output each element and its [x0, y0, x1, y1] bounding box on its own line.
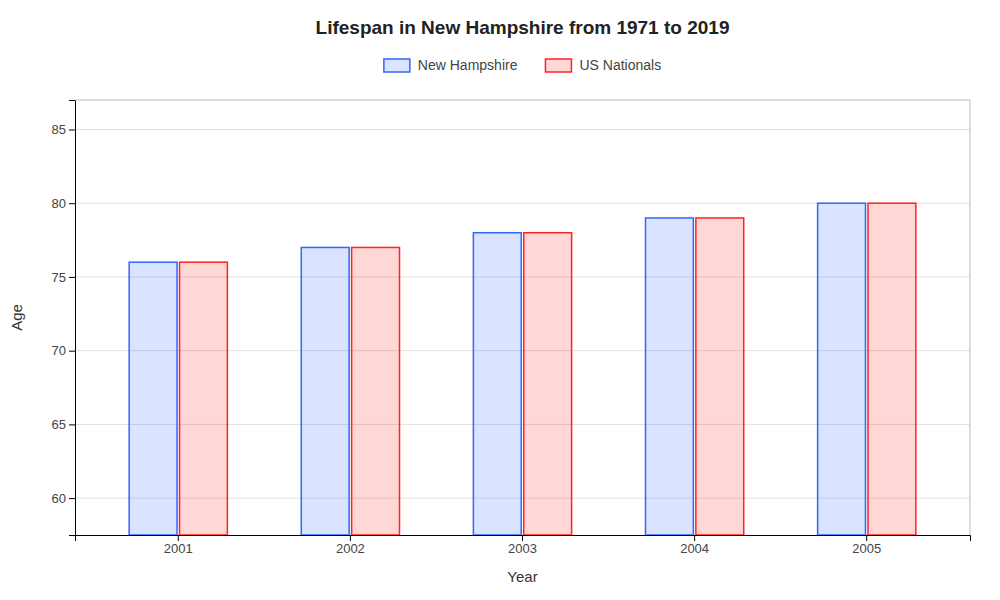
- series: [129, 203, 865, 535]
- tick: 2004: [680, 535, 709, 556]
- tick-mark: [69, 129, 75, 130]
- tick-label: 75: [52, 270, 66, 285]
- bar: [696, 218, 744, 535]
- tick-label: 2004: [680, 541, 709, 556]
- tick-label: 60: [52, 491, 66, 506]
- x-axis-title: Year: [507, 568, 537, 585]
- tick: 2005: [852, 535, 881, 556]
- tick-label: 85: [52, 122, 66, 137]
- bar: [868, 203, 916, 535]
- bars: [129, 203, 916, 535]
- legend-item: US Nationals: [545, 57, 661, 73]
- tick-mark: [694, 535, 695, 541]
- tick-mark: [178, 535, 179, 541]
- tick-label: 2003: [508, 541, 537, 556]
- tick-mark: [866, 535, 867, 541]
- y-axis: 60 65 70 75 80 85: [52, 101, 76, 536]
- title: Lifespan in New Hampshire from 1971 to 2…: [316, 17, 730, 38]
- tick-label: 70: [52, 343, 66, 358]
- legend-label: New Hampshire: [418, 57, 518, 73]
- tick-mark: [69, 424, 75, 425]
- bar: [524, 233, 572, 535]
- plot: 2001 2002 2003 2004 2005 60 65 70 75 80 85: [52, 100, 971, 556]
- tick: 85: [52, 122, 75, 137]
- axis-line: [76, 536, 971, 542]
- legend-swatch: [384, 59, 410, 72]
- bar: [473, 233, 521, 535]
- tick: 60: [52, 491, 75, 506]
- frame: [75, 100, 970, 101]
- tick: 70: [52, 343, 75, 358]
- tick: 2002: [336, 535, 365, 556]
- tick: 2003: [508, 535, 537, 556]
- x-axis: 2001 2002 2003 2004 2005: [76, 535, 971, 556]
- axis-line: [69, 101, 76, 536]
- bar: [301, 247, 349, 535]
- tick-mark: [350, 535, 351, 541]
- tick-mark: [69, 351, 75, 352]
- tick-label: 2005: [852, 541, 881, 556]
- legend-swatch: [545, 59, 571, 72]
- tick: 75: [52, 270, 75, 285]
- series: [180, 203, 916, 535]
- legend-label: US Nationals: [579, 57, 661, 73]
- frame: [970, 100, 971, 535]
- bar: [352, 247, 400, 535]
- tick-label: 2002: [336, 541, 365, 556]
- tick-label: 2001: [164, 541, 193, 556]
- tick-mark: [522, 535, 523, 541]
- tick: 80: [52, 196, 75, 211]
- tick: 2001: [164, 535, 193, 556]
- tick-mark: [69, 277, 75, 278]
- tick-mark: [69, 498, 75, 499]
- chart: 2001 2002 2003 2004 2005 60 65 70 75 80 85 Year Age L…: [0, 0, 1000, 600]
- tick: 65: [52, 417, 75, 432]
- tick-label: 80: [52, 196, 66, 211]
- tick-label: 65: [52, 417, 66, 432]
- tick-mark: [69, 203, 75, 204]
- grid-line: [75, 129, 970, 130]
- legend: New Hampshire US Nationals: [384, 57, 661, 73]
- bar: [645, 218, 693, 535]
- y-axis-title: Age: [8, 304, 25, 331]
- bar: [129, 262, 177, 535]
- bar: [180, 262, 228, 535]
- legend-item: New Hampshire: [384, 57, 518, 73]
- bar: [818, 203, 866, 535]
